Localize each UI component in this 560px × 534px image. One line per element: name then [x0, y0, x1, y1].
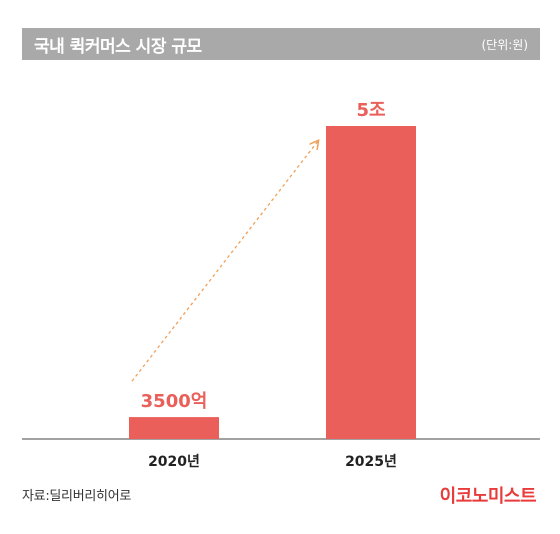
source-note: 자료:딜리버리히어로: [22, 489, 132, 504]
chart-title: 국내 퀵커머스 시장 규모: [34, 36, 202, 57]
title-bar: 국내 퀵커머스 시장 규모 (단위:원): [22, 28, 540, 60]
bar-2: [326, 126, 416, 439]
value-label-2: 5조: [356, 100, 385, 121]
unit-label: (단위:원): [481, 37, 528, 52]
x-tick-label-2: 2025년: [345, 454, 397, 470]
value-label-1: 3500억: [141, 391, 208, 412]
bar-1: [129, 417, 219, 439]
brand-logo: 이코노미스트: [439, 486, 537, 507]
bar-chart: 3500억 2020년 5조 2025년: [22, 100, 540, 470]
x-tick-label-1: 2020년: [148, 454, 200, 470]
trend-arrow: [131, 141, 318, 382]
